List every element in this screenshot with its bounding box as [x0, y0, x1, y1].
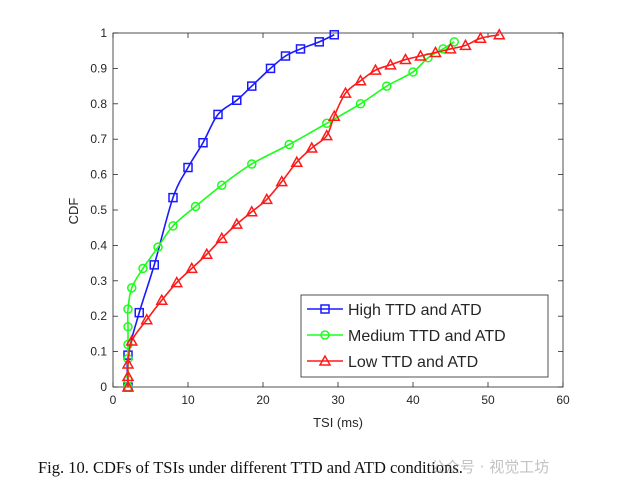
data-point-circle	[168, 221, 178, 231]
y-axis-ticks: 0 0.1 0.2 0.3 0.4 0.5 0.6 0.7 0.8 0.9 1	[90, 26, 563, 394]
figure-caption: Fig. 10. CDFs of TSIs under different TT…	[38, 458, 463, 477]
x-tick-label: 50	[481, 393, 495, 407]
data-point-circle	[322, 118, 332, 129]
data-point-triangle	[492, 28, 506, 40]
y-tick-label: 0.6	[90, 168, 107, 182]
data-point-triangle	[140, 313, 154, 325]
x-tick-label: 10	[181, 393, 195, 407]
data-point-triangle	[369, 63, 382, 75]
data-point-circle	[138, 263, 148, 274]
data-point-triangle	[125, 334, 139, 346]
y-tick-label: 0.3	[90, 274, 107, 288]
data-point-circle	[247, 159, 257, 169]
data-point-circle	[190, 201, 201, 212]
y-tick-label: 0.4	[90, 238, 107, 252]
data-point-square	[247, 81, 257, 91]
data-point-circle	[127, 283, 137, 293]
legend-label: Low TTD and ATD	[348, 354, 478, 371]
series-line	[126, 33, 500, 388]
data-point-triangle	[215, 231, 229, 244]
legend-item: Low TTD and ATD	[307, 354, 478, 371]
y-tick-label: 0.5	[90, 203, 107, 217]
data-point-circle	[355, 99, 366, 109]
y-axis-label: CDF	[66, 198, 81, 225]
x-axis-ticks: 0 10 20 30 40 50 60	[110, 33, 570, 407]
data-point-square	[183, 162, 193, 173]
data-point-circle	[284, 139, 294, 150]
data-point-triangle	[290, 155, 304, 167]
data-point-square	[329, 30, 339, 40]
data-point-circle	[123, 304, 133, 314]
legend-item: Medium TTD and ATD	[307, 328, 506, 345]
data-point-square	[280, 51, 291, 61]
data-point-square	[134, 307, 144, 318]
legend-marker	[320, 304, 330, 314]
watermark: 公众号 · 视觉工坊	[430, 458, 550, 476]
legend-item: High TTD and ATD	[307, 302, 482, 319]
data-point-circle	[382, 81, 392, 91]
data-point-square	[265, 63, 276, 74]
data-point-triangle	[155, 293, 169, 306]
data-point-triangle	[170, 276, 184, 288]
legend-label: Medium TTD and ATD	[348, 328, 506, 345]
x-tick-label: 40	[406, 393, 420, 407]
x-axis-label: TSI (ms)	[313, 415, 363, 430]
data-point-triangle	[384, 58, 397, 70]
y-tick-label: 0.8	[90, 97, 107, 111]
series-line	[126, 41, 455, 388]
x-tick-label: 60	[556, 393, 570, 407]
x-tick-label: 20	[256, 393, 270, 407]
data-point-square	[232, 95, 242, 106]
series-line	[126, 34, 335, 388]
data-point-square	[149, 260, 159, 270]
data-point-triangle	[260, 192, 274, 205]
data-point-triangle	[121, 369, 135, 382]
legend: High TTD and ATD Medium TTD and ATD Low TT…	[300, 294, 549, 378]
y-tick-label: 0	[100, 380, 107, 394]
legend-marker	[318, 354, 332, 366]
y-tick-label: 0.2	[90, 309, 107, 323]
data-point-triangle	[399, 53, 412, 65]
data-point-triangle	[245, 205, 259, 217]
y-tick-label: 0.1	[90, 345, 107, 359]
series-layer	[121, 28, 506, 392]
data-point-circle	[217, 180, 227, 190]
data-point-triangle	[339, 86, 352, 98]
data-point-triangle	[429, 45, 442, 58]
data-point-triangle	[200, 247, 214, 259]
data-point-triangle	[414, 49, 427, 61]
data-point-circle	[123, 322, 133, 332]
data-point-triangle	[474, 31, 487, 44]
data-point-triangle	[327, 109, 341, 121]
series-triangle	[121, 28, 506, 392]
data-point-triangle	[444, 42, 457, 54]
data-point-triangle	[185, 261, 199, 274]
legend-marker	[320, 330, 330, 340]
data-point-circle	[449, 37, 459, 47]
data-point-triangle	[121, 380, 135, 392]
data-point-triangle	[354, 74, 367, 86]
x-tick-label: 0	[110, 393, 117, 407]
data-point-triangle	[275, 175, 289, 187]
series-square	[123, 30, 339, 392]
y-tick-label: 1	[100, 26, 107, 40]
x-tick-label: 30	[331, 393, 345, 407]
y-tick-label: 0.9	[90, 61, 107, 75]
data-point-square	[168, 192, 178, 203]
data-point-circle	[153, 242, 163, 252]
data-point-triangle	[121, 357, 135, 369]
data-point-triangle	[230, 217, 244, 229]
data-point-circle	[408, 67, 418, 77]
data-point-square	[314, 37, 324, 47]
data-point-triangle	[320, 129, 334, 141]
data-point-triangle	[459, 38, 472, 51]
legend-label: High TTD and ATD	[348, 302, 482, 319]
y-tick-label: 0.7	[90, 132, 107, 146]
data-point-square	[198, 137, 208, 148]
data-point-square	[295, 44, 306, 54]
data-point-triangle	[305, 141, 319, 153]
data-point-square	[213, 109, 223, 120]
